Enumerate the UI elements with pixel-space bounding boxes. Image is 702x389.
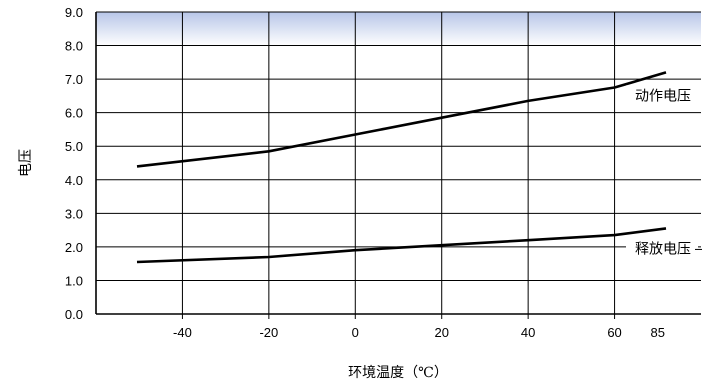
y-tick-label: 6.0 bbox=[65, 106, 83, 121]
series-label: 动作电压 bbox=[635, 88, 691, 104]
x-tick-label: 0 bbox=[352, 325, 359, 340]
top-band bbox=[96, 12, 701, 46]
y-tick-label: 0.0 bbox=[65, 307, 83, 322]
y-tick-label: 9.0 bbox=[65, 5, 83, 20]
y-ticks: 0.0 1.0 2.0 3.0 4.0 5.0 6.0 7.0 8.0 9.0 bbox=[65, 5, 83, 322]
series-label-bg bbox=[626, 85, 698, 106]
y-tick-label: 7.0 bbox=[65, 72, 83, 87]
x-tick-label: 85 bbox=[651, 325, 665, 340]
y-axis-label: 电压 bbox=[18, 149, 34, 177]
x-axis-label: 环境温度（℃） bbox=[348, 365, 448, 381]
y-tick-label: 5.0 bbox=[65, 139, 83, 154]
y-tick-label: 1.0 bbox=[65, 273, 83, 288]
x-tick-label: -20 bbox=[259, 325, 278, 340]
series-line bbox=[136, 71, 667, 168]
x-tick-label: -40 bbox=[173, 325, 192, 340]
x-tick-label: 20 bbox=[434, 325, 448, 340]
x-tick-label: 60 bbox=[607, 325, 621, 340]
x-tick-label: 40 bbox=[521, 325, 535, 340]
y-tick-label: 4.0 bbox=[65, 173, 83, 188]
series-label-bg bbox=[626, 238, 698, 259]
x-ticks: -40 -20 0 20 40 60 85 bbox=[173, 325, 665, 340]
grid bbox=[95, 11, 701, 319]
y-tick-label: 2.0 bbox=[65, 240, 83, 255]
y-tick-label: 8.0 bbox=[65, 39, 83, 54]
series-line bbox=[136, 227, 667, 264]
y-tick-label: 3.0 bbox=[65, 206, 83, 221]
series-label: 释放电压 bbox=[635, 241, 691, 257]
